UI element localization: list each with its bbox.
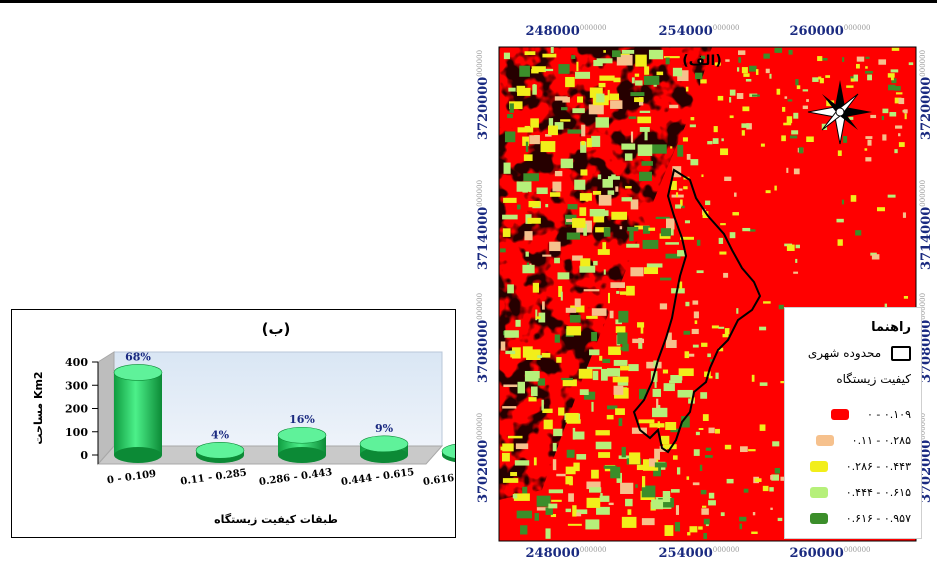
legend-class-item: ۰.۲۸۵ - ۰.۱۱ [815, 434, 911, 447]
legend-class-label: ۰.۱۰۹ - ۰ [866, 408, 911, 421]
x-tick-label-bottom: 248000000000 [525, 546, 606, 561]
x-tick-label: 0.444 - 0.615 [340, 467, 415, 488]
x-tick-labels: 0 - 0.109 0.11 - 0.285 0.286 - 0.443 0.444 … [106, 467, 455, 488]
map-svg: (الف) 248000000000 254000000000 2600000000… [476, 24, 934, 561]
x-axis-label: طبقات کیفیت زیستگاه [214, 513, 338, 526]
y-tick-label: 400 [65, 356, 88, 369]
x-tick-label-bottom: 254000000000 [658, 546, 739, 561]
map-panel-label: (الف) [682, 53, 722, 69]
y-tick-label-left: 3708000000000 [476, 293, 491, 383]
x-tick-labels-bottom: 248000000000 254000000000 260000000000 [525, 546, 870, 561]
y-tick-label-right: 3720000000000 [919, 50, 934, 140]
legend-class-label: ۰.۴۴۳ - ۰.۲۸۶ [845, 460, 911, 473]
legend-class-label: ۰.۹۵۷ - ۰.۶۱۶ [845, 512, 911, 525]
urban-boundary [632, 168, 762, 454]
x-tick-label: 0.286 - 0.443 [258, 467, 333, 488]
bar [195, 442, 245, 463]
legend-class-item: ۰.۶۱۵ - ۰.۴۴۴ [809, 486, 911, 499]
chart-title: (ب) [262, 320, 291, 338]
y-tick-label-right: 3708000000000 [919, 293, 934, 383]
bars: 68%4%16%9%3% [113, 350, 455, 463]
legend-class-item: ۰.۱۰۹ - ۰ [830, 408, 911, 421]
y-tick-label-right: 3702000000000 [919, 413, 934, 503]
x-tick-label-top: 254000000000 [658, 24, 739, 39]
y-tick-labels-left: 3720000000000 3714000000000 3708000000000 3… [476, 50, 491, 503]
habitat-quality-map: (الف) 248000000000 254000000000 2600000000… [462, 20, 937, 563]
legend-swatch [815, 435, 834, 446]
y-tick-label-left: 3714000000000 [476, 180, 491, 270]
bar-data-label: 16% [289, 413, 315, 426]
y-tick-label-right: 3714000000000 [919, 180, 934, 270]
bar [359, 435, 409, 463]
y-tick-label-left: 3702000000000 [476, 413, 491, 503]
bar-data-label: 9% [375, 422, 394, 435]
x-tick-label: 0.616 - 0.957 [422, 467, 455, 488]
y-tick-label: 100 [65, 426, 88, 439]
top-rule [0, 0, 937, 3]
habitat-area-chart: (ب) مساحت Km2 طبقات کیفیت زیستگاه 400 300… [11, 309, 456, 538]
urban-boundary-icon [891, 346, 911, 361]
bar [277, 426, 327, 463]
legend-class-item: ۰.۴۴۳ - ۰.۲۸۶ [809, 460, 911, 473]
map-legend: راهنما محدوده شهری کیفیت زیستگاه ۰.۱۰۹ -… [784, 307, 922, 539]
bar-data-label: 68% [125, 350, 151, 363]
legend-quality-label: کیفیت زیستگاه [836, 372, 911, 386]
legend-urban-item: محدوده شهری [808, 346, 911, 361]
x-tick-label-top: 248000000000 [525, 24, 606, 39]
x-tick-label: 0 - 0.109 [106, 469, 156, 487]
bar-data-label: 4% [211, 428, 230, 441]
x-tick-label-top: 260000000000 [789, 24, 870, 39]
x-tick-labels-top: 248000000000 254000000000 260000000000 [525, 24, 870, 39]
y-tick-label: 200 [65, 403, 88, 416]
y-axis-label: مساحت Km2 [32, 371, 45, 444]
legend-swatch [809, 513, 828, 524]
chart-side-wall [97, 351, 115, 466]
x-tick-label: 0.11 - 0.285 [180, 467, 248, 487]
legend-class-item: ۰.۹۵۷ - ۰.۶۱۶ [809, 512, 911, 525]
y-tick-labels: 400 300 200 100 0 [65, 356, 98, 462]
legend-swatch [830, 409, 849, 420]
x-tick-label-bottom: 260000000000 [789, 546, 870, 561]
legend-class-label: ۰.۶۱۵ - ۰.۴۴۴ [845, 486, 911, 499]
y-tick-label-left: 3720000000000 [476, 50, 491, 140]
legend-swatch [809, 461, 828, 472]
legend-swatch [809, 487, 828, 498]
legend-class-label: ۰.۲۸۵ - ۰.۱۱ [851, 434, 911, 447]
habitat-patches [500, 47, 914, 540]
bar [113, 364, 163, 463]
legend-title: راهنما [871, 320, 911, 335]
north-arrow-icon [807, 80, 872, 145]
y-tick-labels-right: 3720000000000 3714000000000 3708000000000 3… [919, 50, 934, 503]
legend-urban-label: محدوده شهری [807, 346, 882, 360]
bar [441, 443, 455, 463]
chart-svg: (ب) مساحت Km2 طبقات کیفیت زیستگاه 400 300… [32, 320, 455, 526]
y-tick-label: 300 [65, 379, 88, 392]
y-tick-label: 0 [80, 449, 88, 462]
